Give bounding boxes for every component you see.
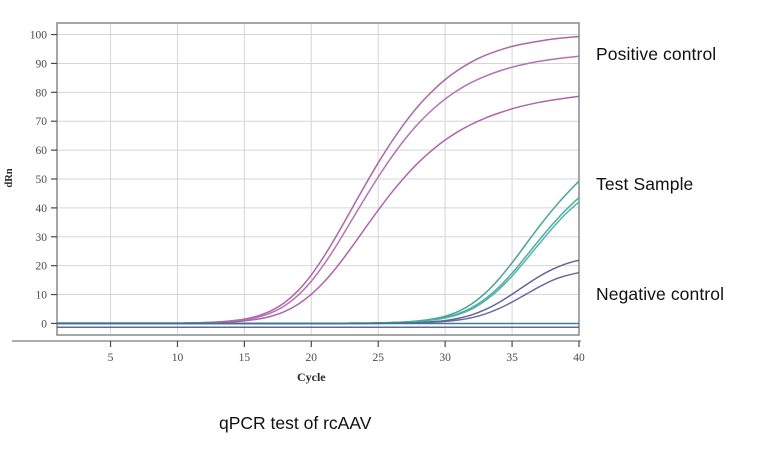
svg-text:50: 50 bbox=[36, 174, 48, 186]
svg-text:20: 20 bbox=[36, 261, 48, 273]
svg-text:100: 100 bbox=[30, 30, 48, 42]
svg-text:30: 30 bbox=[36, 232, 48, 244]
svg-text:30: 30 bbox=[439, 352, 451, 364]
svg-text:80: 80 bbox=[36, 87, 48, 99]
annotation-negative-control: Negative control bbox=[596, 284, 725, 304]
svg-text:70: 70 bbox=[36, 116, 48, 128]
svg-text:10: 10 bbox=[172, 352, 184, 364]
svg-text:0: 0 bbox=[41, 318, 47, 330]
gridlines bbox=[57, 23, 580, 335]
svg-text:60: 60 bbox=[36, 145, 48, 157]
annotation-test-sample: Test Sample bbox=[596, 174, 694, 194]
figure-caption: qPCR test of rcAAV bbox=[219, 413, 372, 433]
svg-text:5: 5 bbox=[108, 352, 114, 364]
annotation-positive-control: Positive control bbox=[596, 44, 717, 64]
svg-text:20: 20 bbox=[306, 352, 318, 364]
svg-text:90: 90 bbox=[36, 58, 48, 70]
svg-text:35: 35 bbox=[506, 352, 518, 364]
x-axis-label: Cycle bbox=[297, 370, 326, 384]
data-curves bbox=[57, 35, 579, 328]
axis-ticks: 0 10 20 30 40 50 60 70 80 90 100 5 10 15 20 25 30 35 40 bbox=[30, 30, 585, 364]
svg-text:40: 40 bbox=[36, 203, 48, 215]
svg-text:10: 10 bbox=[36, 290, 48, 302]
y-axis-label: dRn bbox=[4, 168, 15, 187]
svg-text:25: 25 bbox=[372, 352, 384, 364]
svg-text:40: 40 bbox=[573, 352, 585, 364]
svg-text:15: 15 bbox=[239, 352, 251, 364]
